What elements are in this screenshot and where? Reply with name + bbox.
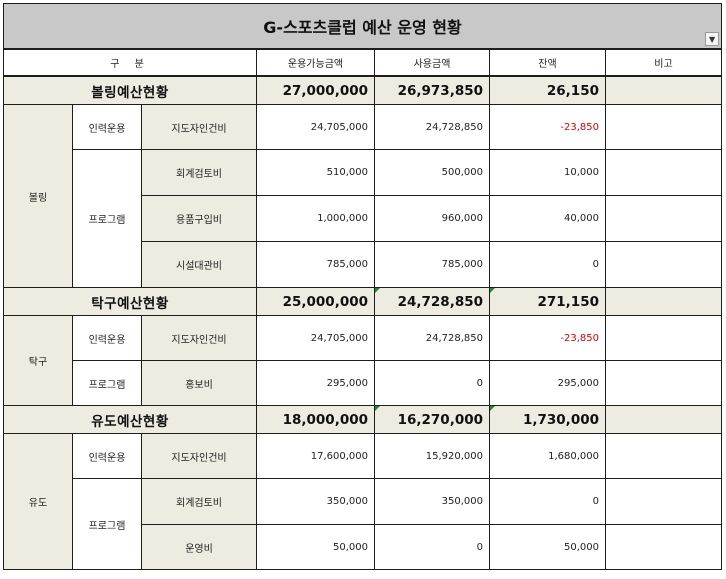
note-cell bbox=[604, 195, 723, 242]
judo-summary-available: 18,000,000 bbox=[256, 405, 375, 434]
item-label: 용품구입비 bbox=[141, 195, 257, 242]
note-cell bbox=[604, 149, 723, 196]
note-cell bbox=[604, 524, 723, 570]
bowling-summary-row: 볼링예산현황 27,000,000 26,973,850 26,150 bbox=[3, 75, 723, 105]
available-value: 24,705,000 bbox=[256, 104, 375, 150]
tabletennis-summary-balance: 271,150 bbox=[489, 287, 606, 316]
item-label: 홍보비 bbox=[141, 360, 257, 406]
used-value: 15,920,000 bbox=[374, 433, 490, 479]
tabletennis-group-label: 탁구 bbox=[3, 315, 73, 406]
sheet-title-cell: G-스포츠클럽 예산 운영 현황 ▼ bbox=[2, 3, 723, 50]
header-balance: 잔액 bbox=[489, 48, 606, 77]
budget-table: G-스포츠클럽 예산 운영 현황 ▼ 구 분 운용가능금액 사용금액 잔액 비고… bbox=[2, 3, 723, 570]
available-value: 24,705,000 bbox=[256, 315, 375, 361]
note-cell bbox=[604, 478, 723, 525]
bowling-summary-available: 27,000,000 bbox=[256, 75, 375, 105]
bowling-sub-staff: 인력운용 bbox=[72, 104, 142, 150]
table-row: 탁구 인력운용 지도자인건비 24,705,000 24,728,850 -23… bbox=[3, 315, 723, 406]
judo-group-label: 유도 bbox=[3, 433, 73, 570]
sheet-title: G-스포츠클럽 예산 운영 현황 bbox=[263, 18, 462, 37]
item-label: 지도자인건비 bbox=[141, 104, 257, 150]
table-row: 볼링 인력운용 지도자인건비 24,705,000 24,728,850 -23… bbox=[3, 104, 723, 288]
bowling-group-label: 볼링 bbox=[3, 104, 73, 288]
used-value: 24,728,850 bbox=[374, 315, 490, 361]
item-label: 운영비 bbox=[141, 524, 257, 570]
available-value: 50,000 bbox=[256, 524, 375, 570]
used-value: 785,000 bbox=[374, 241, 490, 288]
cell-marker bbox=[375, 288, 380, 293]
used-value: 960,000 bbox=[374, 195, 490, 242]
used-value: 0 bbox=[374, 524, 490, 570]
table-row: 유도 인력운용 지도자인건비 17,600,000 15,920,000 1,6… bbox=[3, 433, 723, 570]
bowling-summary-name: 볼링예산현황 bbox=[3, 75, 257, 105]
header-used: 사용금액 bbox=[374, 48, 490, 77]
tabletennis-summary-row: 탁구예산현황 25,000,000 24,728,850 271,150 bbox=[3, 287, 723, 316]
item-label: 시설대관비 bbox=[141, 241, 257, 288]
table-row: 프로그램 회계검토비 510,000 500,000 10,000 bbox=[4, 149, 723, 288]
available-value: 350,000 bbox=[256, 478, 375, 525]
available-value: 17,600,000 bbox=[256, 433, 375, 479]
judo-sub-staff: 인력운용 bbox=[72, 433, 142, 479]
cell-marker bbox=[490, 406, 495, 411]
judo-summary-name: 유도예산현황 bbox=[3, 405, 257, 434]
balance-value: 0 bbox=[489, 241, 606, 288]
note-cell bbox=[604, 241, 723, 288]
bowling-summary-note bbox=[604, 75, 723, 105]
cell-marker bbox=[490, 288, 495, 293]
note-cell bbox=[604, 360, 723, 406]
judo-summary-used: 16,270,000 bbox=[374, 405, 490, 434]
cell-marker bbox=[375, 406, 380, 411]
balance-value: 40,000 bbox=[489, 195, 606, 242]
balance-value: 10,000 bbox=[489, 149, 606, 196]
bowling-sub-program: 프로그램 bbox=[72, 149, 142, 288]
tabletennis-sub-staff: 인력운용 bbox=[72, 315, 142, 361]
used-value: 24,728,850 bbox=[374, 104, 490, 150]
header-category: 구 분 bbox=[3, 48, 257, 77]
table-row: 프로그램 홍보비 295,000 0 295,000 bbox=[4, 360, 723, 406]
judo-summary-balance-value: 1,730,000 bbox=[522, 411, 599, 428]
available-value: 1,000,000 bbox=[256, 195, 375, 242]
tabletennis-summary-balance-value: 271,150 bbox=[537, 293, 600, 310]
available-value: 510,000 bbox=[256, 149, 375, 196]
tabletennis-summary-used: 24,728,850 bbox=[374, 287, 490, 316]
tabletennis-summary-name: 탁구예산현황 bbox=[3, 287, 257, 316]
filter-dropdown-icon[interactable]: ▼ bbox=[705, 32, 720, 46]
balance-value: 295,000 bbox=[489, 360, 606, 406]
table-row: 시설대관비 785,000 785,000 0 bbox=[4, 241, 723, 288]
judo-summary-balance: 1,730,000 bbox=[489, 405, 606, 434]
bowling-summary-balance: 26,150 bbox=[489, 75, 606, 105]
used-value: 500,000 bbox=[374, 149, 490, 196]
tabletennis-summary-note bbox=[604, 287, 723, 316]
tabletennis-summary-used-value: 24,728,850 bbox=[397, 293, 483, 310]
used-value: 350,000 bbox=[374, 478, 490, 525]
bowling-summary-used: 26,973,850 bbox=[374, 75, 490, 105]
header-note: 비고 bbox=[604, 48, 723, 77]
note-cell bbox=[604, 315, 723, 361]
header-available: 운용가능금액 bbox=[256, 48, 375, 77]
item-label: 지도자인건비 bbox=[141, 433, 257, 479]
used-value: 0 bbox=[374, 360, 490, 406]
judo-sub-program: 프로그램 bbox=[72, 478, 142, 570]
balance-value: 50,000 bbox=[489, 524, 606, 570]
item-label: 회계검토비 bbox=[141, 478, 257, 525]
table-row: 운영비 50,000 0 50,000 bbox=[4, 524, 723, 570]
balance-value: 1,680,000 bbox=[489, 433, 606, 479]
balance-value: -23,850 bbox=[489, 104, 606, 150]
item-label: 회계검토비 bbox=[141, 149, 257, 196]
note-cell bbox=[604, 104, 723, 150]
table-row: 용품구입비 1,000,000 960,000 40,000 bbox=[4, 195, 723, 242]
table-row: 프로그램 회계검토비 350,000 350,000 0 bbox=[4, 478, 723, 570]
balance-value: -23,850 bbox=[489, 315, 606, 361]
judo-summary-row: 유도예산현황 18,000,000 16,270,000 1,730,000 bbox=[3, 405, 723, 434]
balance-value: 0 bbox=[489, 478, 606, 525]
available-value: 785,000 bbox=[256, 241, 375, 288]
item-label: 지도자인건비 bbox=[141, 315, 257, 361]
tabletennis-summary-available: 25,000,000 bbox=[256, 287, 375, 316]
note-cell bbox=[604, 433, 723, 479]
judo-summary-note bbox=[604, 405, 723, 434]
judo-summary-used-value: 16,270,000 bbox=[397, 411, 483, 428]
available-value: 295,000 bbox=[256, 360, 375, 406]
tabletennis-sub-program: 프로그램 bbox=[72, 360, 142, 406]
